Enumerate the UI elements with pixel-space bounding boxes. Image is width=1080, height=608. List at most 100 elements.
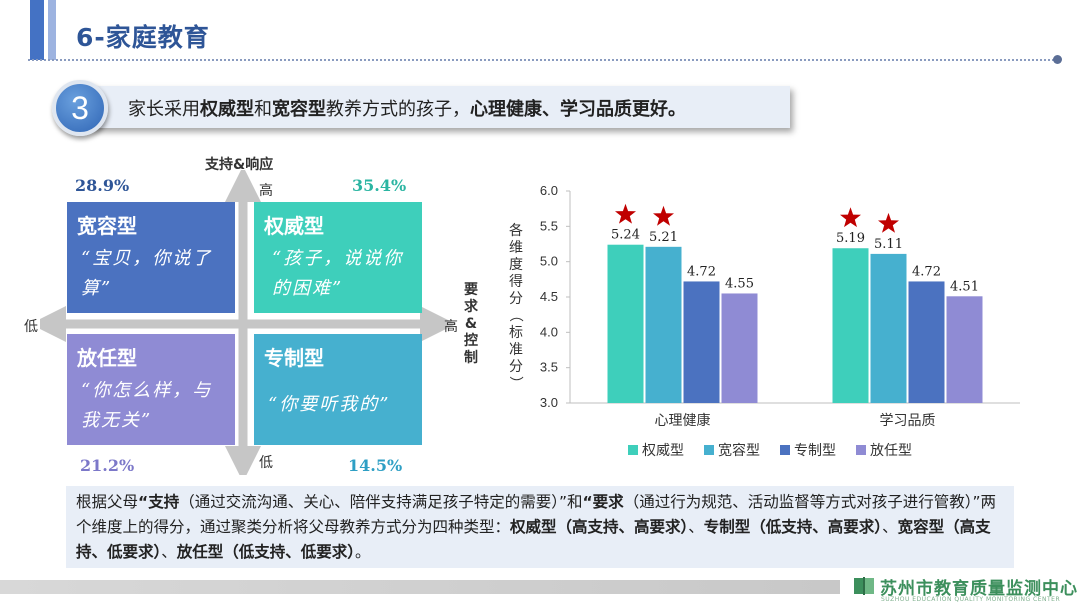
legend-label: 权威型 [642,443,684,459]
bar-value-label: 4.72 [912,264,941,279]
x-axis-low-label: 低 [24,319,38,335]
info-text-segment: 宽容型（高支持、低要求） [76,518,991,561]
quadrant-name: 专制型 [264,346,324,370]
star-icon [615,203,636,224]
legend-swatch [704,445,714,455]
x-axis-title: 要求 & 控制 [464,282,478,366]
x-axis-high-label: 高 [444,319,458,335]
footer-bar [0,580,840,594]
category-label: 学习品质 [880,413,936,429]
definition-note: 根据父母“支持（通过交流沟通、关心、陪伴支持满足孩子特定的需要）”和“要求（通过… [66,486,1014,568]
info-text-segment: 、 [161,543,177,561]
quadrant-quote: “你要听我的” [268,394,391,415]
title-divider [28,59,1058,61]
y-axis-title-char: 度 [509,257,523,273]
banner-text-segment: 宽容型 [272,99,326,120]
key-finding-banner: 家长采用权威型和宽容型教养方式的孩子，心理健康、学习品质更好。 [90,86,790,128]
quadrant-neglectful: 放任型 “你怎么样，与我无关” [67,334,235,445]
legend-swatch [780,445,790,455]
legend-label: 放任型 [870,443,912,459]
y-axis-title-char: （ [507,308,523,322]
header-accent-bar-light [48,0,56,60]
footer-org-name: 苏州市教育质量监测中心 [880,579,1078,599]
bar [607,244,644,403]
banner-text-segment: 家长采用 [128,99,200,120]
info-text-segment: 根据父母 [76,493,139,511]
bar-value-label: 5.11 [874,237,903,252]
banner-text-segment: 和 [254,99,272,120]
star-icon [653,205,674,226]
percent-neglectful: 21.2% [80,456,135,475]
percent-authoritarian: 14.5% [348,456,403,475]
quadrant-axes [40,170,456,475]
star-icon [840,207,861,228]
percent-permissive: 28.9% [75,176,130,195]
bar-value-label: 5.19 [836,231,865,246]
bar-value-label: 5.24 [611,228,640,243]
bar-value-label: 4.72 [687,264,716,279]
bar [908,281,945,403]
quadrant-authoritative: 权威型 “孩子，说说你的困难” [254,202,422,313]
info-text-segment: 、 [882,518,898,536]
y-tick-label: 3.0 [540,395,558,410]
legend-label: 宽容型 [718,442,760,459]
header-accent-bar [30,0,44,60]
info-text-segment: 。 [355,543,371,561]
star-icon [878,212,899,233]
y-axis-title-char: 标 [509,325,523,341]
y-tick-label: 6.0 [540,183,558,198]
quadrant-name: 权威型 [264,214,324,238]
y-axis-title-char: 得 [509,273,523,290]
finding-number-badge: 3 [52,80,108,136]
bar [645,246,682,403]
quadrant-quote: “孩子，说说你的困难” [272,248,404,299]
y-axis-high-label: 高 [259,183,273,199]
bar-value-label: 4.51 [950,279,979,294]
legend-label: 专制型 [794,443,836,459]
y-axis-title-char: 准 [509,342,523,358]
quadrant-name: 放任型 [77,346,137,370]
quadrant-quote: “宝贝，你说了算” [81,248,213,299]
info-text-segment: 放任型（低支持、低要求） [176,543,356,561]
bar [870,253,907,403]
legend-swatch [628,445,638,455]
bar-value-label: 5.21 [649,230,678,245]
info-text-segment: 专制型（低支持、高要求） [703,518,883,536]
banner-text-segment: 教养方式的孩子， [326,99,470,120]
info-text-segment: 、 [688,518,704,536]
bar-value-label: 4.55 [725,276,754,291]
title-divider-dot [1053,55,1062,64]
page-title: 6-家庭教育 [76,23,210,52]
info-text-segment: 权威型（高支持、高要求） [510,518,689,536]
bar [721,293,758,403]
y-tick-label: 4.0 [540,324,558,339]
footer-org-name-en: SUZHOU EDUCATION QUALITY MONITORING CENT… [881,596,1061,603]
y-axis-title-char: 各 [509,223,523,239]
bar [683,281,720,403]
quadrant-quote: “你怎么样，与我无关” [81,380,213,431]
key-finding-text: 家长采用权威型和宽容型教养方式的孩子，心理健康、学习品质更好。 [128,95,686,121]
info-text-segment: （通过交流沟通、关心、陪伴支持满足孩子特定的需要）”和 [179,493,583,511]
info-text-segment: “要求 [582,493,624,511]
banner-text-segment: 权威型 [200,99,254,120]
banner-text-segment: 心理健康、学习品质更好。 [470,99,686,120]
category-label: 心理健康 [655,412,711,429]
quadrant-name: 宽容型 [77,214,137,238]
green-book-icon [854,577,874,595]
y-tick-label: 4.5 [540,289,558,304]
info-text-segment: （通过行为规范、活动监督等方式对孩子进行管教）”两个维度上的得分，通过聚类分析将… [76,493,996,536]
percent-authoritative: 35.4% [352,176,407,195]
legend-swatch [856,445,866,455]
y-axis-low-label: 低 [259,455,273,471]
quadrant-permissive: 宽容型 “宝贝，你说了算” [67,202,235,313]
y-axis-title: 支持&响应 [205,157,274,173]
y-tick-label: 5.5 [540,218,558,233]
bar [832,248,869,403]
y-axis-title-char: 分 [509,291,523,307]
y-tick-label: 3.5 [540,360,558,375]
y-axis-title-char: 维 [509,240,523,256]
quadrant-authoritarian: 专制型 “你要听我的” [254,334,422,445]
y-axis-title-char: 分 [509,359,523,375]
y-axis-title-char: ） [507,376,523,390]
